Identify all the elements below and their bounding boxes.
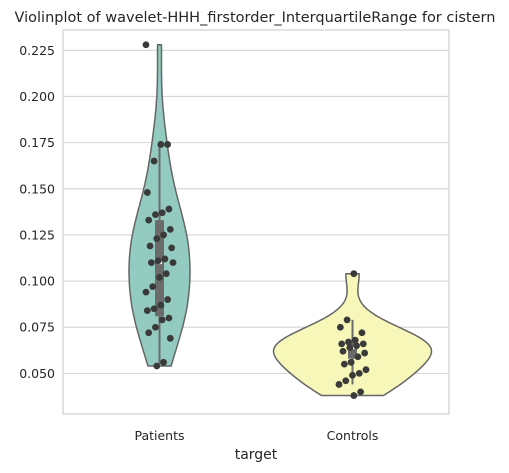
- data-point: [357, 388, 364, 396]
- data-point: [168, 244, 176, 252]
- x-axis-ticks: Patients Controls: [134, 428, 378, 443]
- data-point: [150, 157, 158, 165]
- y-tick-label: 0.200: [19, 89, 55, 104]
- y-tick-label: 0.075: [19, 320, 55, 335]
- x-tick-label: Patients: [134, 428, 184, 443]
- y-tick-label: 0.050: [19, 366, 55, 381]
- data-point: [153, 362, 161, 370]
- data-point: [142, 288, 150, 296]
- data-point: [354, 353, 362, 361]
- data-point: [150, 305, 158, 313]
- data-point: [358, 329, 366, 337]
- box-iqr: [155, 220, 164, 317]
- data-point: [336, 323, 344, 331]
- data-point: [152, 323, 159, 331]
- data-point: [148, 259, 155, 267]
- data-point: [165, 205, 173, 213]
- strip-points: [142, 41, 370, 399]
- data-point: [345, 338, 352, 346]
- y-tick-label: 0.100: [19, 274, 55, 289]
- x-axis-label: target: [235, 447, 278, 463]
- data-point: [145, 329, 153, 337]
- data-point: [149, 283, 157, 291]
- data-point: [143, 307, 151, 315]
- data-point: [169, 259, 177, 267]
- data-point: [166, 334, 174, 342]
- data-point: [161, 255, 169, 263]
- y-tick-label: 0.150: [19, 181, 55, 196]
- data-point: [160, 231, 167, 239]
- data-point: [346, 344, 354, 351]
- data-point: [158, 316, 166, 324]
- data-point: [362, 366, 370, 374]
- data-point: [145, 216, 153, 224]
- violins: [128, 44, 433, 397]
- data-point: [166, 225, 174, 233]
- data-point: [158, 209, 166, 217]
- data-point: [152, 211, 159, 219]
- data-point: [361, 349, 369, 357]
- data-point: [359, 340, 367, 348]
- chart-title: Violinplot of wavelet-HHH_firstorder_Int…: [15, 10, 496, 26]
- data-point: [338, 340, 346, 348]
- data-point: [160, 358, 167, 366]
- data-point: [164, 296, 172, 303]
- grid-lines: [63, 49, 449, 374]
- data-point: [164, 141, 172, 148]
- y-tick-label: 0.175: [19, 135, 55, 150]
- data-point: [162, 270, 170, 278]
- data-point: [157, 301, 165, 309]
- data-point: [347, 358, 355, 366]
- data-point: [142, 41, 150, 49]
- data-point: [350, 392, 358, 399]
- data-point: [339, 347, 347, 355]
- data-point: [355, 369, 363, 377]
- data-point: [342, 377, 350, 385]
- plot-frame: [62, 29, 450, 415]
- data-point: [343, 316, 351, 324]
- data-point: [157, 141, 165, 148]
- data-point: [143, 189, 151, 196]
- y-tick-label: 0.225: [19, 43, 55, 58]
- x-tick-label: Controls: [327, 428, 379, 443]
- data-point: [353, 342, 360, 350]
- data-point: [341, 360, 348, 368]
- data-point: [165, 314, 173, 322]
- y-tick-label: 0.125: [19, 227, 55, 242]
- data-point: [350, 270, 358, 278]
- data-point: [154, 257, 162, 265]
- data-point: [335, 381, 343, 388]
- data-point: [153, 235, 161, 243]
- data-point: [351, 336, 359, 344]
- data-point: [156, 273, 163, 281]
- data-point: [146, 242, 154, 250]
- y-axis-ticks: 0.050 0.075 0.100 0.125 0.150 0.175 0.200 0.225: [19, 43, 55, 381]
- data-point: [349, 371, 356, 379]
